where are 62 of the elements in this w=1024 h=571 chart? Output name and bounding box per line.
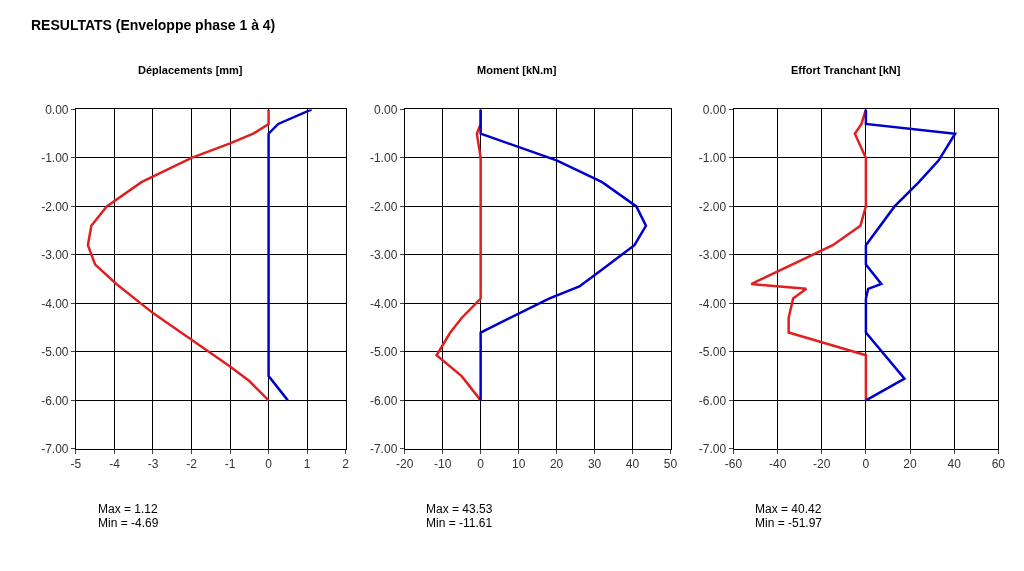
- x-tick-label: 0: [477, 457, 485, 472]
- x-tick-label: -4: [109, 457, 121, 472]
- y-tick-label: -7.00: [369, 442, 398, 457]
- y-tick-label: -3.00: [698, 248, 727, 263]
- y-tick-label: -3.00: [369, 248, 398, 263]
- text: Max = 43.53: [426, 502, 493, 516]
- line-series: [479, 109, 648, 402]
- x-tick-label: -10: [434, 457, 452, 472]
- x-tick-label: -3: [147, 457, 159, 472]
- y-tick-label: -1.00: [369, 151, 398, 166]
- line-series: [749, 109, 868, 402]
- chart-title: Moment [kN.m]: [477, 64, 557, 76]
- text: Min = -4.69: [98, 516, 159, 530]
- line-series: [267, 109, 313, 402]
- x-tick-label: 60: [991, 457, 1006, 472]
- x-tick-label: -5: [70, 457, 82, 472]
- y-tick-label: 0.00: [373, 102, 398, 117]
- x-tick-label: 0: [265, 457, 273, 472]
- line-series: [86, 109, 270, 402]
- y-tick-label: -7.00: [698, 442, 727, 457]
- y-tick-label: -4.00: [41, 296, 69, 311]
- y-tick-label: -2.00: [41, 199, 69, 214]
- y-tick-label: -4.00: [369, 296, 398, 311]
- x-tick-label: 50: [663, 457, 678, 472]
- y-tick-label: -1.00: [41, 151, 69, 166]
- y-tick-label: -2.00: [698, 199, 727, 214]
- chart-title: Effort Tranchant [kN]: [791, 64, 901, 76]
- y-tick-label: 0.00: [45, 102, 69, 117]
- text: Max = 1.12: [98, 502, 159, 516]
- y-tick-label: -4.00: [698, 296, 727, 311]
- text: Min = -11.61: [426, 516, 493, 530]
- x-tick-label: 20: [549, 457, 564, 472]
- x-tick-label: 40: [947, 457, 962, 472]
- x-tick-label: 1: [303, 457, 311, 472]
- y-tick-label: -3.00: [41, 248, 69, 263]
- y-tick-label: -6.00: [369, 393, 398, 408]
- x-tick-label: -40: [768, 457, 787, 472]
- text: RESULTATS (Enveloppe phase 1 à 4): [31, 17, 276, 33]
- text: Max = 40.42: [755, 502, 822, 516]
- y-tick-label: -6.00: [698, 393, 727, 408]
- y-tick-label: -6.00: [41, 393, 69, 408]
- y-tick-label: -1.00: [698, 151, 727, 166]
- y-tick-label: -5.00: [41, 345, 69, 360]
- x-tick-label: -60: [724, 457, 743, 472]
- line-series: [864, 109, 957, 402]
- y-tick-label: -2.00: [369, 199, 398, 214]
- x-tick-label: 20: [903, 457, 918, 472]
- x-tick-label: 10: [511, 457, 526, 472]
- x-tick-label: 40: [625, 457, 640, 472]
- y-tick-label: -5.00: [698, 345, 727, 360]
- chart-title: Déplacements [mm]: [138, 64, 243, 76]
- y-tick-label: -5.00: [369, 345, 398, 360]
- x-tick-label: -20: [813, 457, 831, 472]
- x-tick-label: 0: [862, 457, 870, 472]
- y-tick-label: -7.00: [41, 442, 69, 457]
- x-tick-label: 2: [342, 457, 350, 472]
- x-tick-label: -20: [396, 457, 414, 472]
- y-tick-label: 0.00: [702, 102, 727, 117]
- x-tick-label: -1: [224, 457, 236, 472]
- text: Min = -51.97: [755, 516, 823, 530]
- x-tick-label: 30: [587, 457, 602, 472]
- x-tick-label: -2: [186, 457, 198, 472]
